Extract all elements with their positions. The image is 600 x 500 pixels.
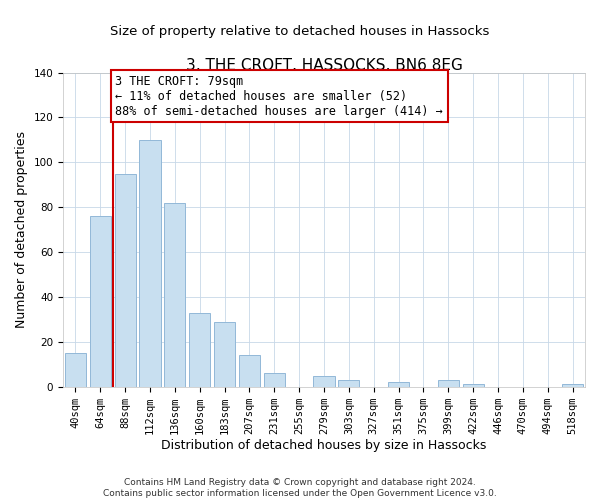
Text: Contains HM Land Registry data © Crown copyright and database right 2024.
Contai: Contains HM Land Registry data © Crown c… <box>103 478 497 498</box>
Bar <box>313 376 335 386</box>
X-axis label: Distribution of detached houses by size in Hassocks: Distribution of detached houses by size … <box>161 440 487 452</box>
Bar <box>239 356 260 386</box>
Bar <box>463 384 484 386</box>
Bar <box>189 312 210 386</box>
Bar <box>264 374 285 386</box>
Bar <box>65 353 86 386</box>
Bar <box>438 380 459 386</box>
Bar <box>139 140 161 386</box>
Y-axis label: Number of detached properties: Number of detached properties <box>15 131 28 328</box>
Bar <box>90 216 111 386</box>
Bar <box>388 382 409 386</box>
Bar <box>115 174 136 386</box>
Bar <box>562 384 583 386</box>
Bar <box>164 202 185 386</box>
Bar <box>338 380 359 386</box>
Title: 3, THE CROFT, HASSOCKS, BN6 8EG: 3, THE CROFT, HASSOCKS, BN6 8EG <box>185 58 463 72</box>
Text: Size of property relative to detached houses in Hassocks: Size of property relative to detached ho… <box>110 24 490 38</box>
Bar <box>214 322 235 386</box>
Text: 3 THE CROFT: 79sqm
← 11% of detached houses are smaller (52)
88% of semi-detache: 3 THE CROFT: 79sqm ← 11% of detached hou… <box>115 74 443 118</box>
